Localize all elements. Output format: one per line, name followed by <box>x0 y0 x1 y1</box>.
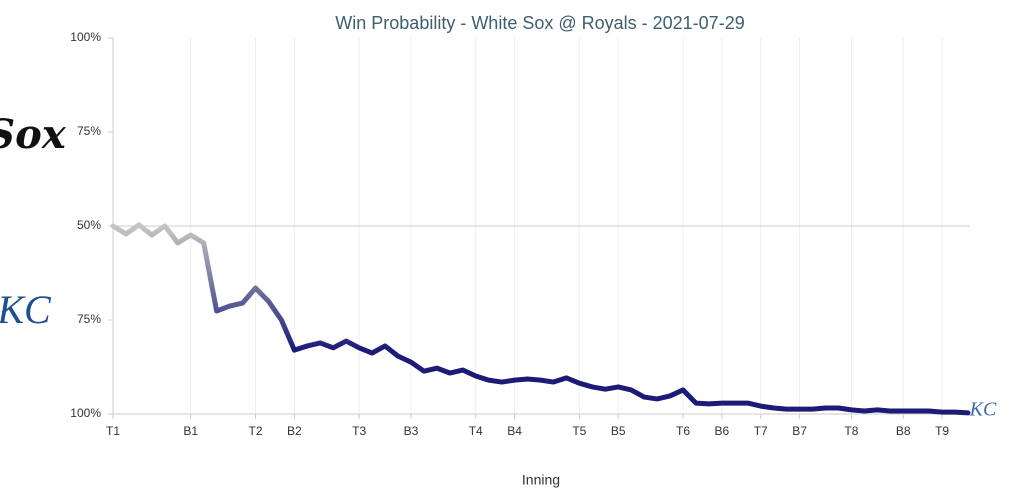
x-tick-label: B8 <box>896 424 911 438</box>
y-tick-label: 50% <box>77 218 101 232</box>
end-team-logo: KC <box>969 399 997 421</box>
x-tick-label: T2 <box>248 424 262 438</box>
x-tick-label: B2 <box>287 424 302 438</box>
x-tick-label: B6 <box>715 424 730 438</box>
y-tick-label: 100% <box>70 30 101 44</box>
x-tick-label: T4 <box>469 424 483 438</box>
x-tick-label: B7 <box>792 424 807 438</box>
chart-title: Win Probability - White Sox @ Royals - 2… <box>335 13 744 33</box>
x-tick-label: T5 <box>572 424 586 438</box>
x-tick-label: T9 <box>935 424 949 438</box>
y-tick-label: 100% <box>70 406 101 420</box>
x-tick-label: B4 <box>507 424 522 438</box>
x-axis-title: Inning <box>522 472 560 488</box>
y-tick-label: 75% <box>77 312 101 326</box>
bottom-team-logo: KC <box>0 287 52 332</box>
x-tick-label: B3 <box>404 424 419 438</box>
x-tick-label: T7 <box>754 424 768 438</box>
x-tick-label: T6 <box>676 424 690 438</box>
x-tick-label: B5 <box>611 424 626 438</box>
win-probability-line <box>110 222 971 416</box>
top-team-logo: Sox <box>0 111 67 158</box>
x-tick-label: T3 <box>352 424 366 438</box>
x-tick-label: B1 <box>183 424 198 438</box>
y-tick-label: 75% <box>77 124 101 138</box>
x-tick-label: T1 <box>106 424 120 438</box>
x-tick-label: T8 <box>844 424 858 438</box>
